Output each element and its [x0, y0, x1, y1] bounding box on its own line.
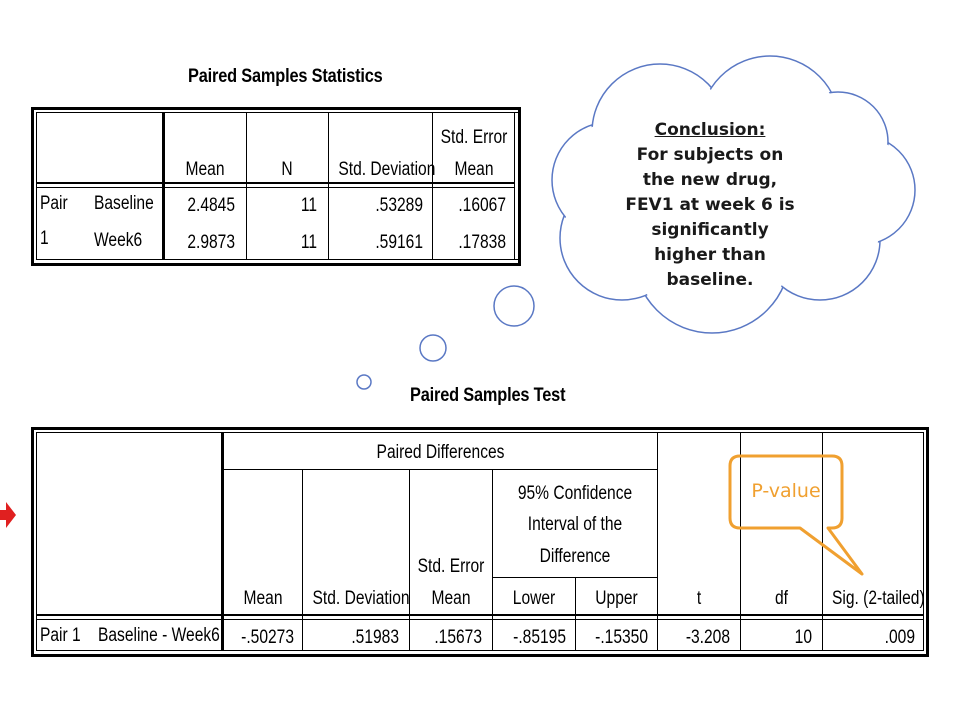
- stats-header-std-err-2: Mean: [454, 159, 494, 180]
- conclusion-heading: Conclusion:: [654, 120, 766, 140]
- test-header-upper: Upper: [595, 588, 638, 609]
- test-title: Paired Samples Test: [410, 385, 566, 406]
- stats-row-std-err: .16067: [458, 195, 506, 216]
- stats-row-mean: 2.4845: [187, 195, 235, 216]
- stats-title: Paired Samples Statistics: [188, 66, 383, 87]
- thought-circle-medium: [419, 334, 447, 362]
- test-row-std-dev: .51983: [351, 627, 399, 648]
- stats-pair-label: Pair: [40, 193, 68, 214]
- stats-row-std-dev: .53289: [375, 195, 423, 216]
- stats-row-mean: 2.9873: [187, 232, 235, 253]
- stats-row-label: Baseline: [94, 193, 154, 214]
- test-header-std-dev: Std. Deviation: [312, 588, 410, 609]
- test-row-sig: .009: [884, 627, 915, 648]
- stats-row-n: 11: [300, 195, 317, 216]
- stats-header-n: N: [281, 159, 293, 180]
- conclusion-line: For subjects on: [636, 145, 784, 165]
- test-header-ci-line3: Difference: [539, 546, 611, 567]
- test-row-upper: -.15350: [595, 627, 648, 648]
- conclusion-line: higher than: [654, 245, 766, 265]
- test-header-lower: Lower: [512, 588, 556, 609]
- stats-row-label: Week6: [94, 230, 143, 251]
- conclusion-line: significantly: [651, 220, 769, 240]
- test-row-label: Baseline - Week6: [98, 625, 220, 646]
- test-header-mean: Mean: [243, 588, 283, 609]
- conclusion-line: FEV1 at week 6 is: [625, 195, 795, 215]
- conclusion-text: Conclusion: For subjects on the new drug…: [585, 118, 835, 293]
- test-row-lower: -.85195: [513, 627, 566, 648]
- stats-header-std-dev: Std. Deviation: [338, 159, 436, 180]
- test-row-pair: Pair 1: [40, 625, 81, 646]
- conclusion-line: baseline.: [666, 270, 754, 290]
- test-header-paired-differences: Paired Differences: [376, 442, 505, 463]
- test-row-mean: -.50273: [241, 627, 294, 648]
- test-header-sig: Sig. (2-tailed): [832, 588, 925, 609]
- stats-row-n: 11: [300, 232, 317, 253]
- test-row-std-err: .15673: [434, 627, 482, 648]
- stats-row-std-err: .17838: [458, 232, 506, 253]
- test-header-df: df: [774, 588, 788, 609]
- p-value-label: P-value: [751, 480, 821, 502]
- test-header-ci-line2: Interval of the: [527, 514, 623, 535]
- stats-pair-number: 1: [40, 228, 49, 249]
- thought-circle-small: [356, 374, 372, 390]
- test-header-ci-line1: 95% Confidence: [517, 483, 633, 504]
- test-header-std-err-2: Mean: [431, 588, 471, 609]
- test-row-t: -3.208: [685, 627, 730, 648]
- arrow-right-icon: [0, 502, 16, 528]
- stats-header-std-err-1: Std. Error: [440, 127, 508, 148]
- stats-header-mean: Mean: [185, 159, 225, 180]
- test-row-df: 10: [794, 627, 812, 648]
- stats-row-std-dev: .59161: [375, 232, 423, 253]
- conclusion-line: the new drug,: [642, 170, 778, 190]
- thought-circle-large: [493, 285, 535, 327]
- test-header-std-err-1: Std. Error: [417, 556, 485, 577]
- test-header-t: t: [696, 588, 702, 609]
